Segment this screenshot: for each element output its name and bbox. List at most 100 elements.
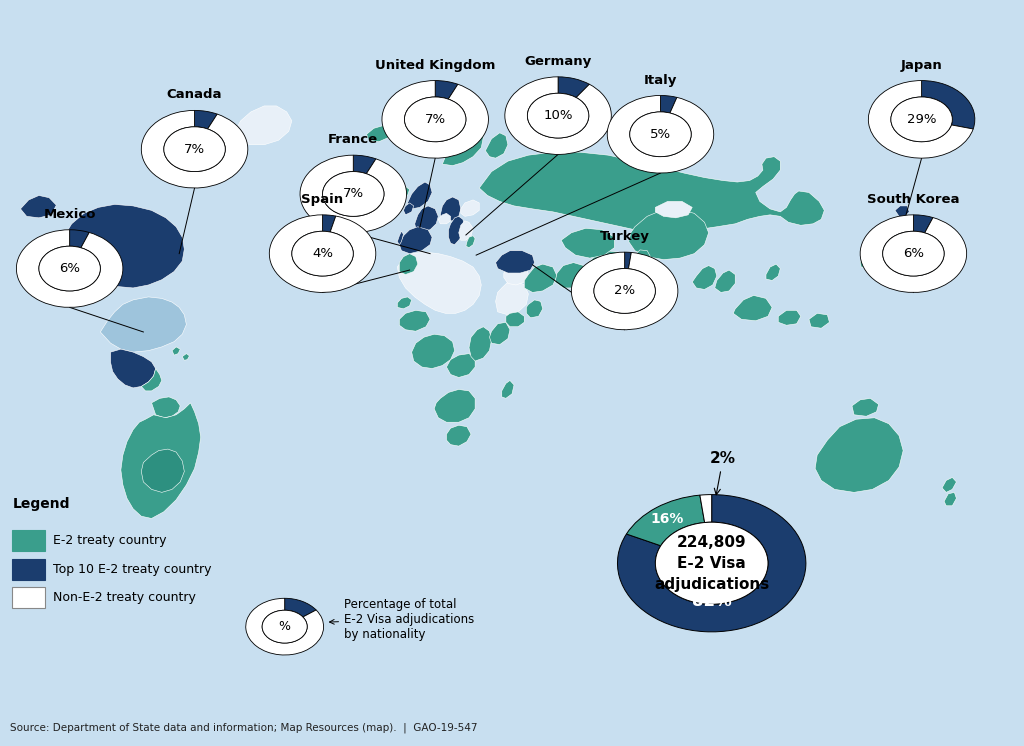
Polygon shape — [692, 266, 717, 289]
Wedge shape — [868, 81, 973, 158]
Polygon shape — [459, 221, 473, 240]
Polygon shape — [111, 349, 156, 388]
Circle shape — [630, 112, 691, 157]
Text: Top 10 E-2 treaty country: Top 10 E-2 treaty country — [53, 562, 212, 576]
Text: 6%: 6% — [59, 262, 80, 275]
Polygon shape — [399, 310, 430, 331]
Polygon shape — [152, 397, 180, 418]
Wedge shape — [699, 495, 712, 522]
Polygon shape — [555, 263, 588, 288]
Polygon shape — [944, 492, 956, 506]
Polygon shape — [942, 477, 956, 492]
Wedge shape — [70, 230, 89, 248]
Polygon shape — [438, 213, 451, 224]
Polygon shape — [561, 228, 614, 258]
Polygon shape — [809, 313, 829, 328]
Text: 7%: 7% — [343, 187, 364, 201]
Text: Germany: Germany — [524, 55, 592, 68]
Text: %: % — [279, 620, 291, 633]
Polygon shape — [399, 254, 418, 275]
Text: Turkey: Turkey — [600, 231, 649, 243]
Wedge shape — [382, 81, 488, 158]
Text: Spain: Spain — [301, 193, 344, 206]
Polygon shape — [233, 106, 292, 145]
Text: Mexico: Mexico — [43, 208, 96, 221]
Polygon shape — [399, 227, 432, 254]
Polygon shape — [524, 264, 557, 292]
Wedge shape — [617, 495, 806, 632]
Polygon shape — [485, 133, 508, 158]
Polygon shape — [766, 264, 780, 280]
Text: 224,809
E-2 Visa
adjudications: 224,809 E-2 Visa adjudications — [654, 535, 769, 592]
Circle shape — [262, 610, 307, 643]
Circle shape — [655, 522, 768, 604]
Polygon shape — [614, 250, 651, 292]
Polygon shape — [655, 201, 692, 218]
Wedge shape — [285, 598, 316, 617]
Polygon shape — [506, 312, 524, 327]
Polygon shape — [397, 297, 412, 309]
Wedge shape — [505, 77, 611, 154]
Polygon shape — [461, 200, 479, 216]
Wedge shape — [571, 252, 678, 330]
Polygon shape — [440, 197, 461, 221]
Wedge shape — [558, 77, 590, 98]
Text: Non-E-2 treaty country: Non-E-2 treaty country — [53, 591, 197, 604]
Polygon shape — [397, 231, 403, 245]
Polygon shape — [629, 209, 709, 260]
Wedge shape — [16, 230, 123, 307]
Polygon shape — [469, 327, 492, 361]
Text: 4%: 4% — [312, 247, 333, 260]
Polygon shape — [893, 215, 913, 236]
Polygon shape — [895, 206, 909, 216]
Circle shape — [39, 246, 100, 291]
Polygon shape — [874, 225, 891, 240]
Polygon shape — [526, 300, 543, 318]
Text: 7%: 7% — [425, 113, 445, 126]
Polygon shape — [182, 354, 189, 360]
Polygon shape — [59, 204, 184, 288]
Text: 2%: 2% — [614, 284, 635, 298]
Text: 16%: 16% — [651, 512, 684, 526]
Circle shape — [594, 269, 655, 313]
Text: 82%: 82% — [692, 592, 731, 610]
Polygon shape — [397, 252, 481, 313]
Text: France: France — [329, 134, 378, 146]
Polygon shape — [502, 380, 514, 398]
Circle shape — [891, 97, 952, 142]
Polygon shape — [415, 206, 438, 231]
Text: South Korea: South Korea — [867, 193, 959, 206]
Wedge shape — [323, 215, 336, 232]
Wedge shape — [607, 95, 714, 173]
Polygon shape — [141, 449, 184, 492]
Polygon shape — [733, 295, 772, 321]
Polygon shape — [496, 280, 528, 315]
Polygon shape — [408, 182, 432, 209]
Polygon shape — [403, 203, 414, 215]
Polygon shape — [446, 425, 471, 446]
Text: Japan: Japan — [901, 59, 942, 72]
Polygon shape — [589, 251, 627, 276]
Polygon shape — [367, 125, 391, 142]
Polygon shape — [885, 227, 895, 237]
Polygon shape — [643, 301, 651, 310]
Text: 10%: 10% — [544, 109, 572, 122]
Polygon shape — [10, 22, 1014, 694]
Polygon shape — [852, 398, 879, 416]
Text: 2%: 2% — [710, 451, 736, 495]
Polygon shape — [489, 322, 510, 345]
Text: Canada: Canada — [167, 89, 222, 101]
Text: 6%: 6% — [903, 247, 924, 260]
Wedge shape — [300, 155, 407, 233]
Polygon shape — [815, 418, 903, 492]
Wedge shape — [625, 252, 632, 269]
Wedge shape — [195, 110, 217, 129]
Wedge shape — [269, 215, 376, 292]
Polygon shape — [434, 389, 475, 422]
Wedge shape — [860, 215, 967, 292]
Polygon shape — [121, 403, 201, 518]
Polygon shape — [715, 270, 735, 292]
Text: 7%: 7% — [184, 142, 205, 156]
Polygon shape — [860, 255, 870, 267]
Text: United Kingdom: United Kingdom — [375, 59, 496, 72]
